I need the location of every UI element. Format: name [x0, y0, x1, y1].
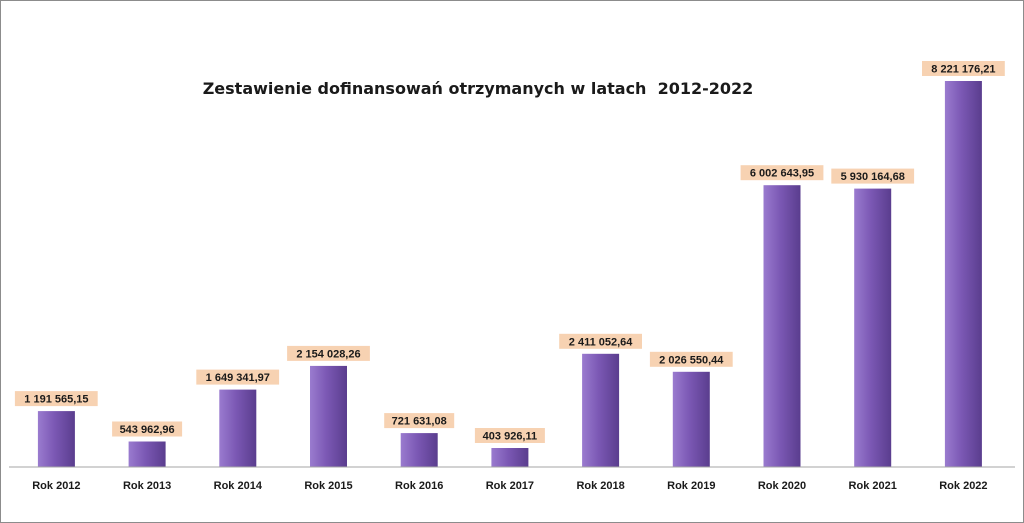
data-label: 5 930 164,68	[841, 171, 905, 183]
data-label: 543 962,96	[120, 424, 175, 436]
data-label: 6 002 643,95	[750, 168, 814, 180]
data-label-background	[384, 413, 455, 429]
data-labels-group: 1 191 565,15 543 962,96 1 649 341,97 2 154 …	[14, 61, 1005, 443]
data-label-background	[196, 369, 280, 385]
x-tick-label: Rok 2017	[486, 480, 534, 492]
bar-rok-2020	[763, 185, 801, 467]
x-tick-label: Rok 2019	[667, 480, 715, 492]
x-tick-label: Rok 2012	[32, 480, 80, 492]
bar-rok-2018	[582, 353, 620, 467]
x-tick-label: Rok 2013	[123, 480, 171, 492]
bar-rok-2015	[310, 365, 347, 467]
data-label: 8 221 176,21	[931, 64, 995, 76]
bar-rok-2016	[400, 433, 438, 467]
data-label-background	[112, 421, 183, 437]
data-label: 2 026 550,44	[659, 354, 724, 366]
tick-labels-group: Rok 2012 Rok 2013 Rok 2014 Rok 2015 Rok 2016…	[32, 480, 987, 492]
bar-rok-2021	[854, 188, 892, 467]
data-label-background	[740, 165, 824, 181]
bar-rok-2013	[128, 441, 166, 467]
bar-rok-2019	[672, 371, 710, 467]
x-tick-label: Rok 2021	[849, 480, 897, 492]
bar-rok-2022	[944, 81, 982, 467]
data-label-background	[14, 391, 98, 407]
bars-group	[37, 81, 982, 467]
data-label-background	[474, 428, 545, 443]
data-label: 721 631,08	[392, 416, 447, 428]
data-label-background	[649, 351, 733, 367]
x-tick-label: Rok 2015	[304, 480, 352, 492]
data-label: 2 411 052,64	[569, 336, 634, 348]
chart-title: Zestawienie dofinansowań otrzymanych w l…	[202, 79, 754, 98]
data-label: 1 649 341,97	[206, 372, 270, 384]
data-label-background	[287, 345, 370, 361]
x-tick-label: Rok 2020	[758, 480, 806, 492]
data-label: 403 926,11	[483, 431, 537, 443]
data-label-background	[922, 61, 1005, 76]
data-label: 1 191 565,15	[24, 394, 88, 406]
data-label: 2 154 028,26	[296, 348, 360, 360]
data-label-background	[831, 168, 915, 184]
bar-rok-2014	[219, 389, 257, 467]
bar-rok-2012	[37, 411, 75, 467]
x-tick-label: Rok 2016	[395, 480, 443, 492]
x-tick-label: Rok 2022	[939, 480, 987, 492]
x-tick-label: Rok 2018	[576, 480, 624, 492]
bar-rok-2017	[491, 448, 529, 467]
x-tick-label: Rok 2014	[214, 480, 263, 492]
data-label-background	[559, 333, 642, 349]
